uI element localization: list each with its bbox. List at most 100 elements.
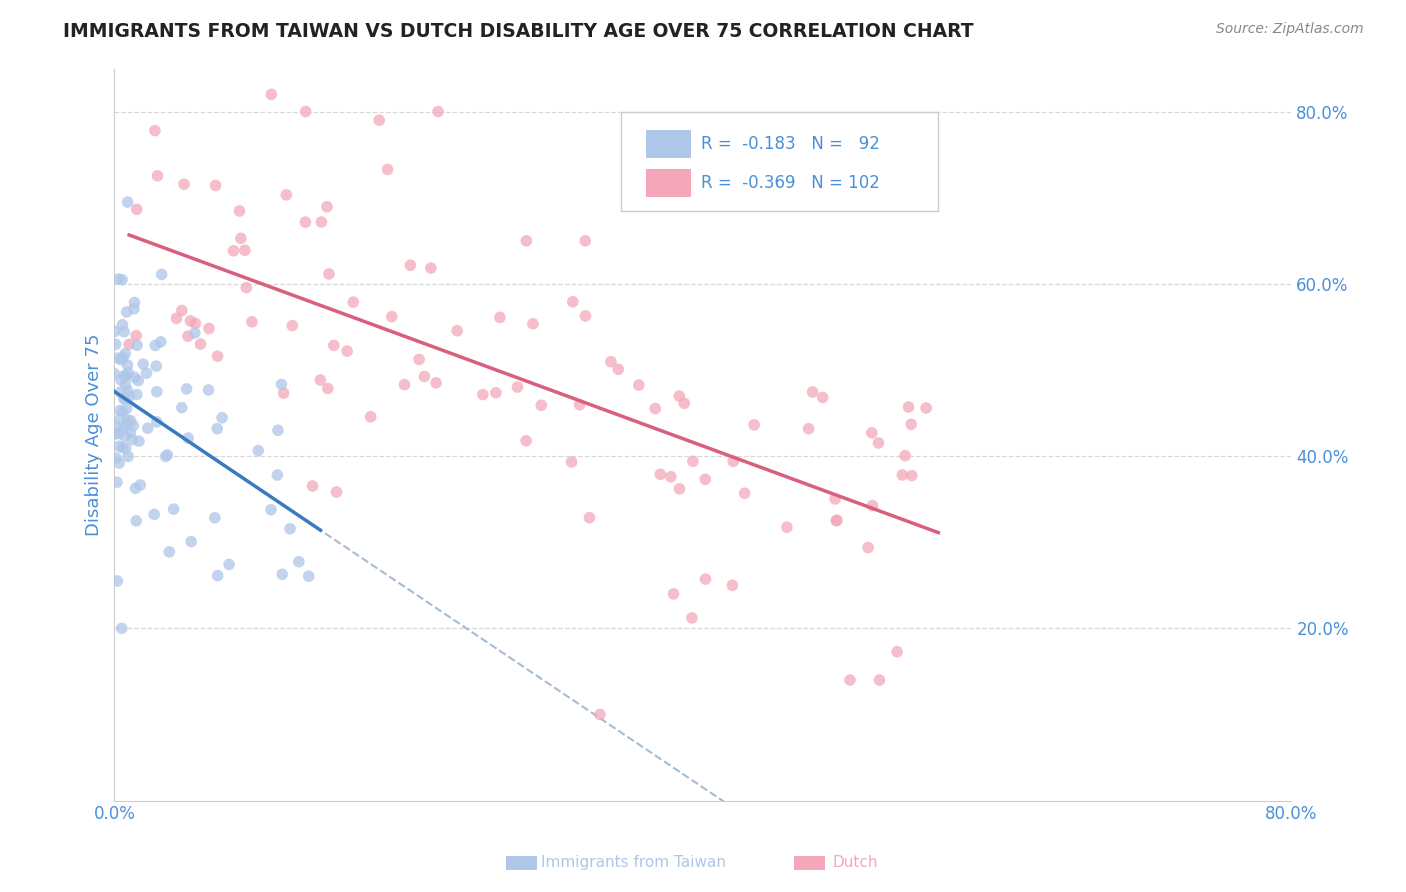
Point	[721, 578, 744, 592]
Point	[122, 301, 145, 316]
Point	[233, 244, 256, 258]
Point	[659, 469, 682, 483]
Point	[184, 317, 207, 331]
Y-axis label: Disability Age Over 75: Disability Age Over 75	[86, 334, 103, 536]
Point	[825, 514, 848, 528]
Point	[869, 673, 891, 687]
Text: Dutch: Dutch	[832, 855, 877, 870]
Point	[104, 426, 127, 441]
Point	[673, 396, 696, 410]
Point	[695, 572, 717, 586]
Point	[322, 338, 344, 352]
Point	[114, 442, 136, 456]
Point	[115, 401, 138, 416]
Point	[177, 329, 200, 343]
Point	[288, 555, 311, 569]
Point	[668, 389, 690, 403]
Point	[568, 398, 591, 412]
Point	[207, 422, 229, 436]
Point	[281, 318, 304, 333]
Point	[506, 380, 529, 394]
Point	[742, 417, 765, 432]
Text: R =  -0.183   N =   92: R = -0.183 N = 92	[700, 135, 880, 153]
Point	[156, 448, 179, 462]
Point	[530, 398, 553, 412]
Point	[115, 368, 138, 383]
Point	[118, 389, 141, 403]
Point	[128, 434, 150, 449]
Point	[294, 104, 316, 119]
Point	[110, 352, 132, 367]
Point	[900, 417, 922, 432]
Point	[235, 281, 257, 295]
Point	[868, 436, 890, 450]
Point	[177, 431, 200, 445]
Point	[125, 387, 148, 401]
Point	[111, 404, 134, 418]
Text: Source: ZipAtlas.com: Source: ZipAtlas.com	[1216, 22, 1364, 37]
Point	[273, 386, 295, 401]
Point	[316, 200, 339, 214]
Point	[124, 295, 146, 310]
Point	[839, 673, 862, 687]
Point	[824, 491, 846, 506]
Point	[166, 311, 188, 326]
Point	[173, 178, 195, 192]
Point	[180, 534, 202, 549]
Point	[325, 485, 347, 500]
Point	[104, 337, 127, 351]
Point	[124, 481, 146, 495]
Point	[111, 621, 134, 635]
Point	[170, 303, 193, 318]
Point	[862, 499, 884, 513]
Point	[425, 376, 447, 390]
Point	[240, 315, 263, 329]
Point	[117, 384, 139, 398]
Point	[522, 317, 544, 331]
Point	[336, 344, 359, 359]
Point	[260, 87, 283, 102]
Point	[111, 351, 134, 365]
Text: Immigrants from Taiwan: Immigrants from Taiwan	[541, 855, 727, 870]
Point	[155, 450, 177, 464]
Point	[856, 541, 879, 555]
Point	[650, 467, 672, 482]
Point	[811, 391, 834, 405]
Point	[627, 378, 650, 392]
Point	[111, 441, 134, 455]
Point	[561, 455, 583, 469]
Point	[278, 522, 301, 536]
Point	[413, 369, 436, 384]
Point	[600, 355, 623, 369]
Point	[124, 370, 146, 384]
Point	[135, 366, 157, 380]
Point	[104, 419, 127, 434]
Point	[108, 412, 131, 426]
FancyBboxPatch shape	[620, 112, 938, 211]
Point	[644, 401, 666, 416]
Point	[419, 261, 441, 276]
Point	[399, 258, 422, 272]
Point	[901, 468, 924, 483]
Bar	[647, 169, 692, 196]
Point	[270, 377, 292, 392]
Point	[162, 502, 184, 516]
Point	[179, 314, 201, 328]
Point	[114, 377, 136, 392]
Point	[112, 392, 135, 406]
Point	[104, 324, 127, 338]
Point	[408, 352, 430, 367]
Point	[108, 456, 131, 470]
Point	[108, 439, 131, 453]
Point	[198, 321, 221, 335]
Point	[170, 401, 193, 415]
Point	[681, 611, 703, 625]
Point	[860, 425, 883, 440]
Point	[136, 421, 159, 435]
Point	[204, 178, 226, 193]
Point	[271, 567, 294, 582]
Point	[143, 508, 166, 522]
Point	[110, 385, 132, 400]
Point	[886, 645, 908, 659]
Point	[114, 429, 136, 443]
